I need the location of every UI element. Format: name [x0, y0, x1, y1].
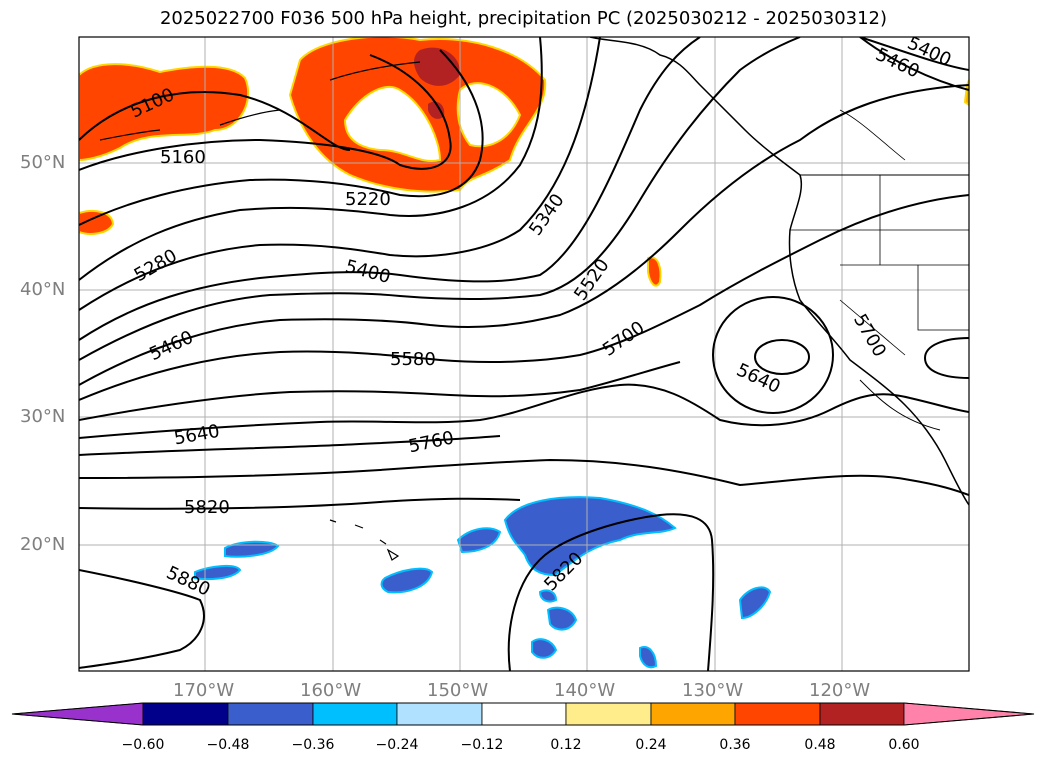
coastlines [99, 37, 969, 561]
colorbar-tick-label: 0.48 [804, 737, 836, 753]
map-frame [78, 36, 970, 672]
colorbar-under [11, 702, 144, 726]
colorbar-tick-label: −0.36 [291, 737, 335, 753]
colorbar-tick-label: 0.60 [888, 737, 920, 753]
colorbar-tick-label: −0.60 [121, 737, 165, 753]
lat-label: 30°N [20, 406, 66, 427]
lon-label: 140°W [554, 680, 616, 701]
map-plot-area: 5100 5160 5220 5280 5340 5400 5460 5520 … [79, 37, 969, 671]
lon-label: 120°W [809, 680, 871, 701]
colorbar-tick-label: 0.12 [550, 737, 582, 753]
colorbar-tick-label: 0.24 [635, 737, 667, 753]
contour-label: 5580 [390, 349, 436, 370]
colorbar-tick-label: −0.48 [206, 737, 250, 753]
lon-label: 170°W [173, 680, 235, 701]
contour-label: 5820 [184, 497, 230, 518]
lat-label: 50°N [20, 152, 66, 173]
colorbar-over [903, 702, 1035, 726]
lon-label: 150°W [427, 680, 489, 701]
lat-label: 40°N [20, 279, 66, 300]
lat-label: 20°N [20, 534, 66, 555]
contour-label: 5160 [160, 147, 206, 168]
height-contours [79, 37, 969, 671]
heavy-precip-cores [414, 47, 461, 119]
colorbar-tick-label: 0.36 [719, 737, 751, 753]
map-title: 2025022700 F036 500 hPa height, precipit… [159, 8, 888, 29]
colorbar-tick-label: −0.12 [460, 737, 504, 753]
graticule [79, 37, 969, 671]
negative-precip-shading [194, 496, 772, 669]
colorbar-tick-label: −0.24 [375, 737, 419, 753]
colorbar [11, 702, 1035, 726]
lon-label: 130°W [682, 680, 744, 701]
contour-label: 5220 [345, 189, 391, 210]
lon-label: 160°W [300, 680, 362, 701]
